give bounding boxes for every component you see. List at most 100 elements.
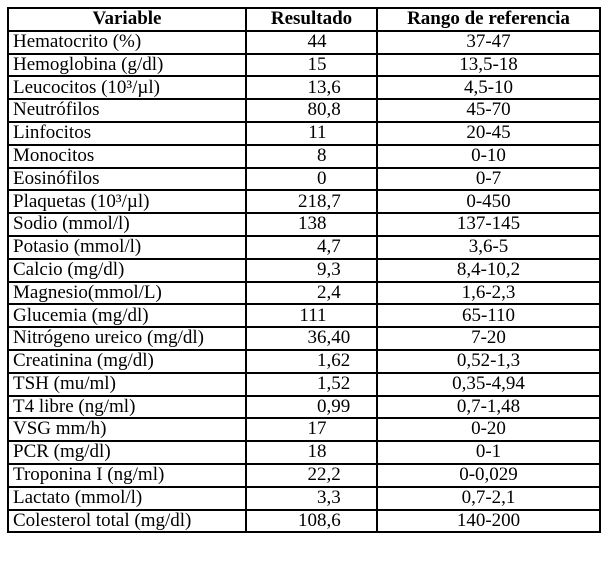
resultado-frac: ,62 <box>326 350 351 372</box>
resultado-frac: ,99 <box>326 395 351 417</box>
resultado-frac <box>327 215 375 234</box>
resultado-cell: 108 ,6 <box>245 508 378 534</box>
table-row: Plaquetas (10³/µl) 218 ,7 0-450 <box>7 189 601 215</box>
resultado-cell: 1 ,62 <box>245 348 378 374</box>
rango-cell: 0-10 <box>376 143 601 169</box>
variable-cell: Monocitos <box>7 143 247 169</box>
rango-cell: 4,5-10 <box>376 75 601 101</box>
resultado-frac: ,4 <box>326 281 341 303</box>
rango-cell: 0-450 <box>376 189 601 215</box>
resultado-int: 36 <box>307 327 327 349</box>
rango-cell: 37-47 <box>376 29 601 55</box>
rango-cell: 20-45 <box>376 120 601 146</box>
resultado-cell: 17 <box>245 417 378 443</box>
rango-cell: 8,4-10,2 <box>376 257 601 283</box>
table-row: Linfocitos 11 20-45 <box>7 120 601 146</box>
lab-results-table: Variable Resultado Rango de referencia H… <box>7 7 601 534</box>
resultado-cell: 2 ,4 <box>245 280 378 306</box>
resultado-value: 80 ,8 <box>249 99 374 121</box>
variable-cell: Lactato (mmol/l) <box>7 485 247 511</box>
resultado-int: 17 <box>307 418 327 440</box>
resultado-int: 1 <box>317 372 327 394</box>
resultado-cell: 9 ,3 <box>245 257 378 283</box>
column-header-resultado: Resultado <box>245 7 378 32</box>
table-row: Creatinina (mg/dl) 1 ,62 0,52-1,3 <box>7 348 601 374</box>
resultado-value: 2 ,4 <box>249 281 374 303</box>
resultado-frac: ,7 <box>326 236 341 258</box>
resultado-int: 11 <box>308 122 327 144</box>
resultado-value: 22 ,2 <box>249 466 374 485</box>
rango-cell: 65-110 <box>376 303 601 329</box>
table-row: Neutrófilos 80 ,8 45-70 <box>7 98 601 123</box>
resultado-value: 138 <box>249 215 375 234</box>
variable-cell: Hemoglobina (g/dl) <box>7 52 247 78</box>
resultado-frac: ,52 <box>326 372 351 394</box>
resultado-value: 0 <box>249 167 374 189</box>
resultado-value: 4 ,7 <box>249 236 374 258</box>
variable-cell: Magnesio(mmol/L) <box>7 280 247 306</box>
resultado-value: 11 <box>249 122 374 144</box>
resultado-frac <box>327 306 375 325</box>
variable-cell: Nitrógeno ureico (mg/dl) <box>7 326 247 351</box>
table-row: T4 libre (ng/ml) 0 ,99 0,7-1,48 <box>7 394 601 420</box>
resultado-value: 0 ,99 <box>249 395 374 417</box>
rango-cell: 0,7-1,48 <box>376 394 601 420</box>
resultado-frac: ,6 <box>326 509 341 531</box>
resultado-int: 9 <box>317 258 327 280</box>
variable-cell: Hematocrito (%) <box>7 29 247 55</box>
resultado-cell: 36 ,40 <box>245 326 378 351</box>
table-row: Potasio (mmol/l) 4 ,7 3,6-5 <box>7 234 601 260</box>
table-row: Nitrógeno ureico (mg/dl) 36 ,40 7-20 <box>7 326 601 351</box>
resultado-int: 1 <box>317 350 327 372</box>
resultado-frac <box>327 56 375 75</box>
resultado-value: 18 <box>249 443 374 462</box>
resultado-frac <box>327 147 375 166</box>
rango-cell: 45-70 <box>376 98 601 123</box>
resultado-value: 1 ,62 <box>249 350 374 372</box>
resultado-value: 17 <box>249 418 374 440</box>
rango-cell: 0-1 <box>376 440 601 465</box>
resultado-cell: 218 ,7 <box>245 189 378 215</box>
lab-table-body: Hematocrito (%) 44 37-47 Hemoglobina (g/… <box>7 29 601 534</box>
table-row: Lactato (mmol/l) 3 ,3 0,7-2,1 <box>7 485 601 511</box>
table-row: Sodio (mmol/l) 138 137-145 <box>7 212 601 237</box>
resultado-value: 9 ,3 <box>249 258 374 280</box>
resultado-frac: ,8 <box>326 99 341 121</box>
resultado-cell: 13 ,6 <box>245 75 378 101</box>
resultado-frac: ,3 <box>326 258 341 280</box>
table-row: Leucocitos (10³/µl) 13 ,6 4,5-10 <box>7 75 601 101</box>
rango-cell: 140-200 <box>376 508 601 534</box>
resultado-value: 218 ,7 <box>249 190 374 212</box>
table-row: VSG mm/h) 17 0-20 <box>7 417 601 443</box>
table-row: Hemoglobina (g/dl) 15 13,5-18 <box>7 52 601 78</box>
table-row: Calcio (mg/dl) 9 ,3 8,4-10,2 <box>7 257 601 283</box>
resultado-value: 1 ,52 <box>249 372 374 394</box>
variable-cell: Linfocitos <box>7 120 247 146</box>
resultado-cell: 18 <box>245 440 378 465</box>
variable-cell: Potasio (mmol/l) <box>7 234 247 260</box>
table-row: PCR (mg/dl) 18 0-1 <box>7 440 601 465</box>
resultado-cell: 0 <box>245 166 378 192</box>
rango-cell: 0-20 <box>376 417 601 443</box>
resultado-cell: 80 ,8 <box>245 98 378 123</box>
resultado-cell: 0 ,99 <box>245 394 378 420</box>
resultado-int: 44 <box>307 30 327 52</box>
resultado-int: 15 <box>307 53 327 75</box>
rango-cell: 0,52-1,3 <box>376 348 601 374</box>
resultado-int: 0 <box>317 167 327 189</box>
resultado-frac: ,6 <box>326 76 341 98</box>
table-row: TSH (mu/ml) 1 ,52 0,35-4,94 <box>7 371 601 397</box>
variable-cell: Colesterol total (mg/dl) <box>7 508 247 534</box>
resultado-int: 80 <box>307 99 327 121</box>
resultado-cell: 11 <box>245 120 378 146</box>
header-row: Variable Resultado Rango de referencia <box>7 7 601 32</box>
resultado-value: 111 <box>249 306 375 325</box>
rango-cell: 3,6-5 <box>376 234 601 260</box>
resultado-frac: ,7 <box>326 190 341 212</box>
resultado-cell: 8 <box>245 143 378 169</box>
variable-cell: Leucocitos (10³/µl) <box>7 75 247 101</box>
table-row: Glucemia (mg/dl) 111 65-110 <box>7 303 601 329</box>
resultado-value: 3 ,3 <box>249 489 374 508</box>
resultado-frac <box>327 33 375 52</box>
variable-cell: Neutrófilos <box>7 98 247 123</box>
